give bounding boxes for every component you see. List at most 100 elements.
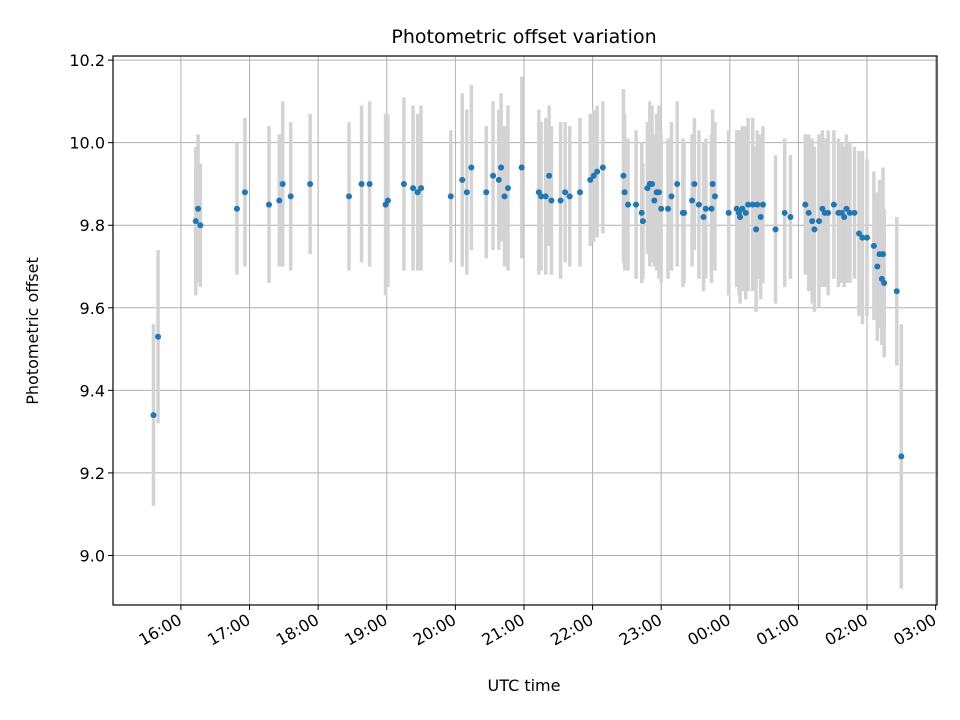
data-point bbox=[655, 189, 662, 196]
data-point bbox=[708, 205, 715, 212]
data-point bbox=[681, 209, 688, 216]
data-point bbox=[625, 201, 632, 208]
data-point bbox=[307, 180, 314, 187]
data-point bbox=[880, 251, 887, 258]
data-point bbox=[759, 201, 766, 208]
data-point bbox=[557, 197, 564, 204]
data-point bbox=[725, 209, 732, 216]
data-point bbox=[621, 189, 628, 196]
data-point bbox=[590, 172, 597, 179]
data-point bbox=[651, 197, 658, 204]
data-point bbox=[346, 193, 353, 200]
data-point bbox=[384, 197, 391, 204]
data-point bbox=[709, 180, 716, 187]
data-point bbox=[665, 205, 672, 212]
data-point bbox=[468, 164, 475, 171]
data-point bbox=[620, 172, 627, 179]
data-point bbox=[599, 164, 606, 171]
data-point bbox=[414, 189, 421, 196]
data-point bbox=[447, 193, 454, 200]
data-point bbox=[410, 185, 417, 192]
data-point bbox=[287, 193, 294, 200]
y-tick-label: 9.4 bbox=[80, 381, 105, 400]
y-tick-label: 9.2 bbox=[80, 464, 105, 483]
data-point bbox=[691, 180, 698, 187]
data-point bbox=[830, 201, 837, 208]
y-tick-label: 9.6 bbox=[80, 299, 105, 318]
y-tick-label: 9.0 bbox=[80, 546, 105, 565]
data-point bbox=[197, 222, 204, 229]
data-point bbox=[781, 209, 788, 216]
data-point bbox=[742, 209, 749, 216]
data-point bbox=[695, 201, 702, 208]
chart-title: Photometric offset variation bbox=[391, 26, 656, 48]
data-point bbox=[538, 193, 545, 200]
data-point bbox=[233, 205, 240, 212]
data-point bbox=[548, 197, 555, 204]
data-point bbox=[358, 180, 365, 187]
data-point bbox=[265, 201, 272, 208]
data-point bbox=[195, 205, 202, 212]
data-point bbox=[851, 209, 858, 216]
data-point bbox=[587, 176, 594, 183]
data-point bbox=[870, 242, 877, 249]
data-point bbox=[739, 205, 746, 212]
data-point bbox=[366, 180, 373, 187]
data-point bbox=[856, 230, 863, 237]
data-point bbox=[639, 218, 646, 225]
data-point bbox=[893, 288, 900, 295]
data-point bbox=[843, 205, 850, 212]
data-point bbox=[518, 164, 525, 171]
data-point bbox=[566, 193, 573, 200]
data-point bbox=[501, 193, 508, 200]
data-point bbox=[490, 172, 497, 179]
data-point bbox=[805, 209, 812, 216]
data-point bbox=[155, 333, 162, 340]
grid bbox=[113, 56, 937, 605]
data-point bbox=[542, 193, 549, 200]
y-tick-label: 10.2 bbox=[69, 51, 105, 70]
data-point bbox=[562, 189, 569, 196]
plot-area-frame bbox=[112, 55, 938, 606]
data-point bbox=[594, 168, 601, 175]
data-point bbox=[749, 201, 756, 208]
data-point bbox=[279, 180, 286, 187]
data-point bbox=[668, 193, 675, 200]
data-point bbox=[418, 185, 425, 192]
data-point bbox=[757, 213, 764, 220]
data-point bbox=[711, 193, 718, 200]
data-point bbox=[483, 189, 490, 196]
data-point bbox=[874, 263, 881, 270]
data-point bbox=[658, 205, 665, 212]
data-point bbox=[638, 209, 645, 216]
data-point bbox=[841, 213, 848, 220]
y-tick-label: 10.0 bbox=[69, 134, 105, 153]
data-point bbox=[846, 209, 853, 216]
data-point bbox=[809, 218, 816, 225]
data-point bbox=[463, 189, 470, 196]
data-point bbox=[400, 180, 407, 187]
data-point bbox=[745, 201, 752, 208]
data-point bbox=[504, 185, 511, 192]
data-point bbox=[459, 176, 466, 183]
data-point bbox=[753, 226, 760, 233]
data-point bbox=[150, 412, 157, 419]
data-point bbox=[825, 209, 832, 216]
x-axis-label: UTC time bbox=[488, 676, 561, 695]
data-point bbox=[881, 280, 888, 287]
data-point bbox=[811, 226, 818, 233]
data-point bbox=[689, 197, 696, 204]
data-point bbox=[633, 201, 640, 208]
data-point bbox=[754, 201, 761, 208]
data-point bbox=[546, 172, 553, 179]
data-point bbox=[192, 218, 199, 225]
data-point bbox=[859, 234, 866, 241]
data-point bbox=[737, 213, 744, 220]
y-axis-label: Photometric offset bbox=[23, 257, 42, 405]
data-point bbox=[772, 226, 779, 233]
data-point bbox=[674, 180, 681, 187]
data-point bbox=[700, 213, 707, 220]
data-point bbox=[649, 180, 656, 187]
